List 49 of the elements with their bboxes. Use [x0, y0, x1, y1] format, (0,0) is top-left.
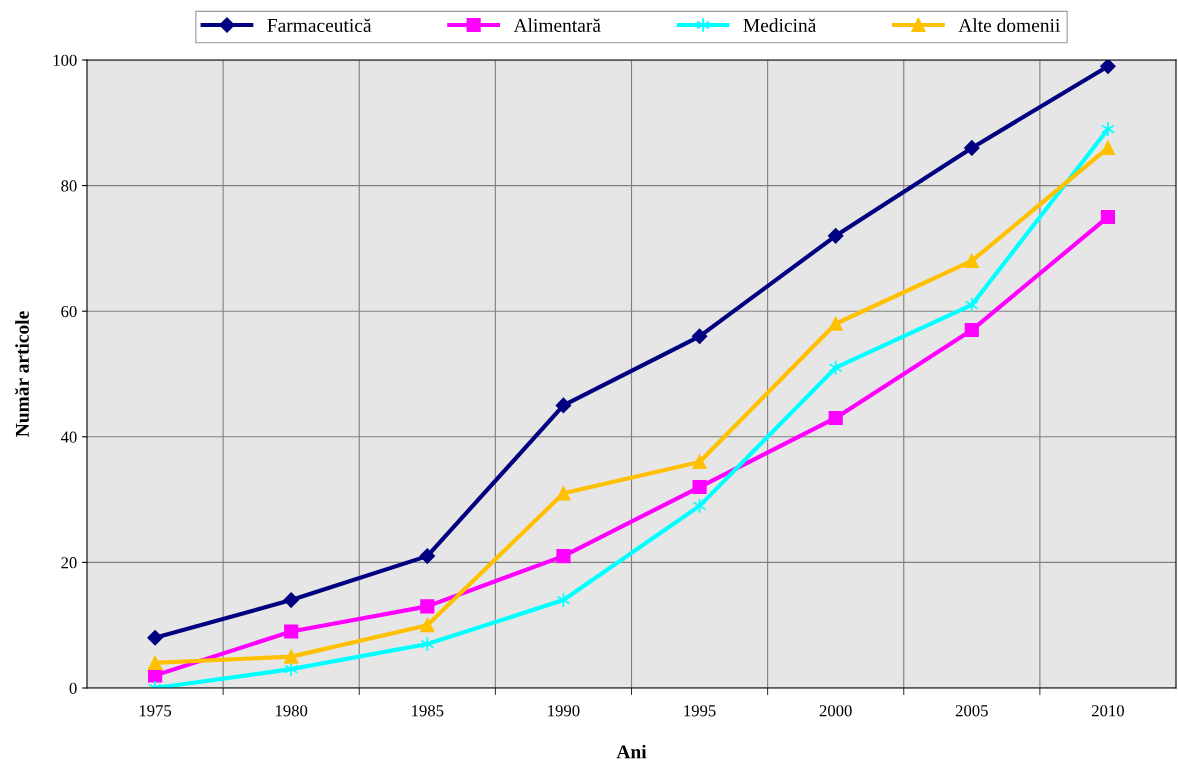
point: [964, 140, 980, 156]
point: [420, 618, 435, 633]
point: [692, 479, 707, 495]
point: [147, 668, 163, 683]
legend-label: Alimentară: [513, 18, 601, 32]
y-axis-title: Număr articole: [14, 311, 29, 437]
point: [284, 649, 299, 664]
point: [964, 297, 979, 313]
point: [283, 592, 299, 608]
y-tick-label: 20: [61, 557, 77, 569]
x-tick-label: 2010: [1092, 705, 1124, 717]
x-axis-title: Ani: [616, 744, 647, 759]
point: [1100, 60, 1116, 74]
point: [555, 397, 572, 414]
point: [556, 549, 571, 564]
point: [827, 228, 844, 244]
point: [556, 486, 571, 501]
y-tick-label: 40: [60, 431, 77, 443]
x-tick-label: 1990: [548, 705, 580, 717]
y-tick-label: 80: [61, 180, 77, 192]
point: [828, 359, 843, 376]
x-tick-label: 2005: [955, 705, 988, 717]
point: [1101, 121, 1115, 137]
x-tick-label: 1995: [684, 705, 716, 717]
x-tick-label: 1980: [275, 705, 308, 717]
point: [964, 253, 979, 269]
point: [284, 661, 299, 677]
point: [419, 548, 436, 564]
legend-label: Medicină: [743, 18, 817, 32]
point: [1100, 140, 1116, 156]
point: [420, 636, 435, 652]
point: [147, 655, 163, 670]
y-tick-label: 60: [61, 305, 77, 318]
x-tick-label: 2000: [819, 705, 852, 717]
y-tick-label: 100: [53, 54, 77, 66]
legend-label: Alte domenii: [958, 18, 1060, 32]
point: [147, 630, 163, 646]
point: [284, 624, 299, 639]
point: [828, 316, 843, 331]
legend-label: Farmaceutică: [267, 18, 372, 32]
point: [692, 454, 707, 470]
point: [420, 599, 435, 614]
x-tick-label: 1985: [412, 705, 444, 717]
y-tick-label: 0: [69, 682, 77, 694]
point: [964, 322, 979, 338]
point: [691, 328, 708, 345]
point: [1100, 209, 1116, 225]
point: [828, 410, 843, 426]
x-tick-label: 1975: [139, 705, 172, 717]
